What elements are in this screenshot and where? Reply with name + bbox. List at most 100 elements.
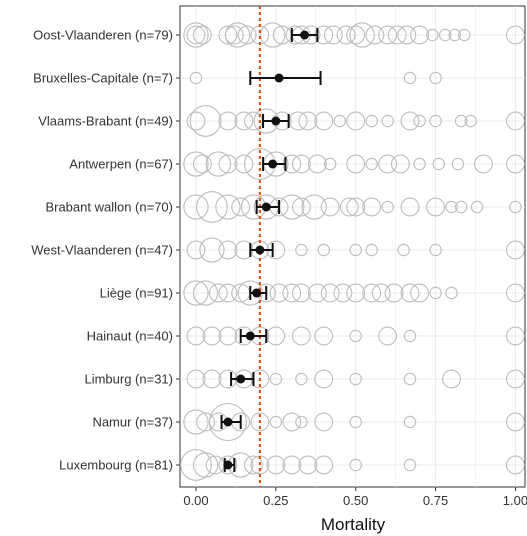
y-tick-label: Antwerpen (n=67) <box>69 157 173 172</box>
raw-points-layer <box>180 22 525 481</box>
estimates-layer <box>220 28 322 472</box>
raw-point <box>413 114 426 128</box>
estimate-point <box>236 374 246 384</box>
raw-point <box>189 105 222 137</box>
raw-point <box>365 25 385 45</box>
raw-point <box>314 455 334 475</box>
raw-point <box>403 372 417 386</box>
raw-point <box>349 415 362 429</box>
raw-point <box>295 372 308 386</box>
raw-point <box>346 197 366 217</box>
raw-point <box>365 157 378 171</box>
raw-point <box>202 326 222 346</box>
raw-point <box>451 157 465 171</box>
raw-point <box>298 455 318 475</box>
raw-point <box>400 111 420 131</box>
raw-point <box>314 326 334 346</box>
raw-point <box>442 369 461 389</box>
raw-point <box>186 111 206 131</box>
raw-point <box>432 157 445 171</box>
raw-point <box>458 28 471 42</box>
raw-point <box>346 154 366 174</box>
y-tick-label: Luxembourg (n=81) <box>59 458 173 473</box>
estimate-point <box>223 417 233 427</box>
raw-point <box>320 197 340 217</box>
y-tick-label: Vlaams-Brabant (n=49) <box>38 114 173 129</box>
raw-point <box>295 415 308 429</box>
raw-point <box>291 283 311 303</box>
raw-point <box>215 194 241 220</box>
raw-point <box>505 154 525 174</box>
raw-point <box>307 154 327 174</box>
raw-point <box>208 402 247 442</box>
raw-point <box>192 25 212 45</box>
raw-point <box>349 329 362 343</box>
raw-point <box>378 25 398 45</box>
raw-point <box>183 151 209 177</box>
raw-point <box>224 22 251 48</box>
raw-point <box>346 111 366 131</box>
raw-point <box>413 157 426 171</box>
plot-panel <box>179 5 526 488</box>
raw-point <box>429 114 442 128</box>
raw-point <box>196 191 228 223</box>
raw-point <box>403 415 417 429</box>
y-tick-label: Liège (n=91) <box>100 286 173 301</box>
raw-point <box>269 415 283 429</box>
raw-point <box>333 114 346 128</box>
y-tick-label: Limburg (n=31) <box>84 372 173 387</box>
raw-point <box>234 154 254 174</box>
raw-point <box>349 243 362 257</box>
raw-point <box>336 25 356 45</box>
raw-point <box>410 25 430 45</box>
estimate-point <box>255 245 265 255</box>
estimate-point <box>252 288 262 298</box>
estimate-point <box>223 460 233 470</box>
raw-point <box>269 283 289 303</box>
raw-point <box>381 114 394 128</box>
raw-point <box>320 283 340 303</box>
raw-point <box>400 283 420 303</box>
raw-point <box>189 71 203 85</box>
x-axis: 0.00 0.25 0.50 0.75 1.00 <box>183 487 527 508</box>
raw-point <box>234 111 254 131</box>
raw-point <box>426 28 439 42</box>
raw-point <box>314 111 334 131</box>
raw-point <box>180 449 212 481</box>
raw-point <box>390 154 410 174</box>
raw-point <box>192 154 212 174</box>
raw-point <box>362 197 382 217</box>
raw-point <box>378 154 398 174</box>
estimate-point <box>261 202 271 212</box>
raw-point <box>403 329 417 343</box>
raw-point <box>183 409 209 435</box>
y-tick-label: Brabant wallon (n=70) <box>45 200 173 215</box>
y-tick-label: Hainaut (n=40) <box>87 329 173 344</box>
raw-point <box>282 455 302 475</box>
estimate-point <box>274 73 284 83</box>
raw-point <box>196 412 216 432</box>
raw-point <box>295 243 308 257</box>
raw-point <box>445 286 458 300</box>
raw-point <box>400 197 420 217</box>
raw-point <box>183 22 209 48</box>
raw-point <box>397 243 410 257</box>
raw-point <box>208 283 228 303</box>
raw-point <box>282 283 302 303</box>
raw-point <box>237 25 257 45</box>
estimate-point <box>300 30 310 40</box>
y-tick-label: Namur (n=37) <box>92 415 173 430</box>
raw-point <box>307 283 327 303</box>
raw-point <box>384 283 404 303</box>
raw-point <box>505 25 525 45</box>
raw-point <box>445 200 458 214</box>
raw-point <box>505 455 525 475</box>
raw-point <box>218 326 238 346</box>
x-axis-title: Mortality <box>321 515 386 534</box>
estimate-point <box>268 159 278 169</box>
estimate-point <box>271 116 281 126</box>
raw-point <box>365 243 378 257</box>
raw-point <box>291 326 311 346</box>
raw-point <box>339 197 359 217</box>
